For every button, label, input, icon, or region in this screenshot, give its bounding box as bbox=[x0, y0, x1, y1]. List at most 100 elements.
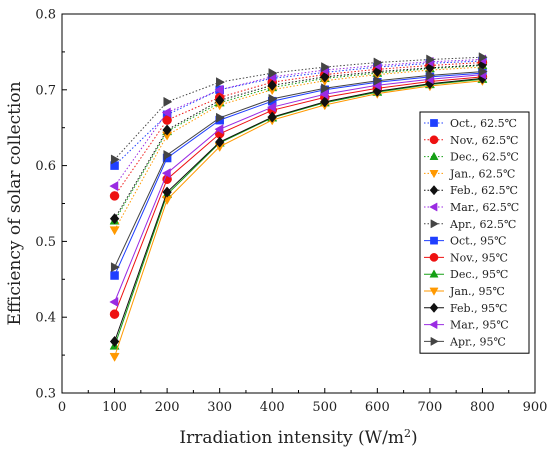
x-tick-label: 900 bbox=[523, 400, 548, 415]
legend-item: Oct., 95℃ bbox=[424, 235, 506, 248]
legend-marker bbox=[430, 219, 439, 229]
legend-item: Nov., 62.5℃ bbox=[424, 134, 518, 147]
legend-marker bbox=[430, 119, 438, 127]
x-axis-title-main: Irradiation intensity (W/m bbox=[179, 428, 404, 448]
x-tick-label: 800 bbox=[470, 400, 495, 415]
x-axis-title-end: ) bbox=[411, 428, 418, 448]
x-tick-label: 700 bbox=[417, 400, 442, 415]
data-point bbox=[162, 186, 172, 198]
data-point bbox=[426, 70, 436, 81]
legend-label: Nov., 62.5℃ bbox=[450, 134, 518, 147]
legend-label: Nov., 95℃ bbox=[450, 251, 508, 264]
y-tick-label: 0.4 bbox=[35, 311, 56, 326]
data-point bbox=[216, 77, 226, 88]
legend-marker bbox=[429, 253, 439, 262]
data-point bbox=[478, 52, 488, 63]
x-axis-title: Irradiation intensity (W/m2) bbox=[179, 427, 417, 449]
data-point bbox=[161, 168, 171, 179]
series-7 bbox=[110, 52, 488, 165]
legend-item: Mar., 62.5℃ bbox=[424, 201, 519, 214]
series-line bbox=[114, 62, 483, 197]
legend-label: Mar., 95℃ bbox=[450, 319, 509, 332]
data-point bbox=[267, 111, 277, 123]
series-line bbox=[114, 80, 483, 357]
data-point bbox=[110, 262, 120, 273]
legend-label: Dec., 62.5℃ bbox=[450, 151, 519, 164]
y-axis: 0.3 0.4 0.5 0.6 0.7 0.8 bbox=[35, 8, 67, 402]
y-tick-label: 0.7 bbox=[35, 83, 56, 98]
legend-item: Nov., 95℃ bbox=[424, 251, 508, 264]
y-axis-title: Efficiency of solar collection bbox=[5, 81, 25, 325]
data-point bbox=[109, 335, 120, 348]
data-point bbox=[214, 94, 225, 106]
series-group bbox=[109, 52, 488, 362]
legend-label: Mar., 62.5℃ bbox=[450, 201, 519, 214]
data-point bbox=[426, 54, 436, 65]
x-tick-label: 100 bbox=[102, 400, 127, 415]
series-line bbox=[114, 71, 483, 268]
data-point bbox=[109, 352, 120, 362]
data-point bbox=[268, 93, 278, 104]
legend-marker bbox=[429, 302, 439, 313]
data-point bbox=[214, 136, 225, 148]
data-point bbox=[109, 226, 120, 236]
legend-label: Feb., 62.5℃ bbox=[450, 184, 518, 197]
data-point bbox=[320, 96, 330, 108]
legend-label: Dec., 95℃ bbox=[450, 268, 508, 281]
legend-marker bbox=[430, 236, 438, 245]
data-point bbox=[320, 71, 330, 83]
data-point bbox=[161, 107, 171, 118]
legend-marker bbox=[429, 170, 439, 179]
legend-marker bbox=[429, 202, 438, 212]
legend-item: Jan., 62.5℃ bbox=[424, 167, 515, 180]
legend-label: Oct., 95℃ bbox=[450, 235, 506, 248]
data-point bbox=[110, 271, 119, 280]
legend: Oct., 62.5℃ Nov., 62.5℃ Dec., 62.5℃ Jan., 6… bbox=[419, 111, 530, 354]
series-line bbox=[114, 76, 483, 315]
x-axis-title-sup: 2 bbox=[404, 427, 411, 440]
legend-marker bbox=[429, 320, 438, 330]
data-point bbox=[109, 296, 119, 308]
x-axis: 0 100 200 300 400 500 600 700 800 900 bbox=[58, 388, 548, 415]
y-tick-label: 0.5 bbox=[35, 235, 56, 250]
x-tick-label: 300 bbox=[207, 400, 232, 415]
data-point bbox=[266, 102, 276, 113]
data-point bbox=[373, 57, 383, 68]
legend-label: Apr., 62.5℃ bbox=[449, 218, 516, 231]
legend-marker bbox=[429, 135, 439, 145]
data-point bbox=[109, 213, 120, 225]
legend-item: Feb., 95℃ bbox=[424, 302, 507, 315]
data-point bbox=[163, 96, 173, 107]
series-14 bbox=[110, 66, 488, 273]
series-line bbox=[114, 72, 483, 276]
legend-item: Mar., 95℃ bbox=[424, 319, 509, 332]
legend-item: Feb., 62.5℃ bbox=[424, 184, 518, 197]
data-point bbox=[268, 68, 278, 79]
y-tick-label: 0.3 bbox=[35, 387, 56, 402]
data-point bbox=[214, 84, 224, 95]
y-tick-label: 0.6 bbox=[35, 159, 56, 174]
x-tick-label: 0 bbox=[58, 400, 66, 415]
data-point bbox=[321, 62, 331, 73]
legend-item: Dec., 95℃ bbox=[424, 268, 508, 281]
data-point bbox=[373, 75, 383, 86]
data-point bbox=[109, 191, 120, 201]
x-tick-label: 500 bbox=[312, 400, 337, 415]
data-point bbox=[267, 79, 277, 91]
data-point bbox=[162, 124, 172, 136]
legend-item: Oct., 62.5℃ bbox=[424, 117, 517, 130]
series-line bbox=[114, 59, 483, 187]
data-point bbox=[319, 89, 329, 100]
x-tick-label: 600 bbox=[365, 400, 390, 415]
data-point bbox=[163, 149, 173, 161]
legend-label: Oct., 62.5℃ bbox=[450, 117, 517, 130]
legend-label: Feb., 95℃ bbox=[450, 302, 507, 315]
x-tick-label: 400 bbox=[260, 400, 285, 415]
data-point bbox=[321, 83, 331, 94]
series-line bbox=[114, 78, 483, 347]
legend-marker bbox=[429, 185, 439, 196]
legend-marker bbox=[429, 287, 439, 296]
series-line bbox=[114, 65, 483, 222]
legend-label: Jan., 62.5℃ bbox=[449, 167, 515, 180]
